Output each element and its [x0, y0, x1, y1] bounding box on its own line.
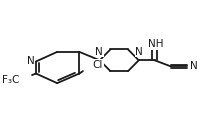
Text: N: N [190, 61, 198, 71]
Text: NH: NH [148, 39, 163, 49]
Text: Cl: Cl [93, 60, 103, 70]
Text: N: N [135, 47, 143, 57]
Text: N: N [95, 47, 103, 57]
Text: F₃C: F₃C [2, 75, 19, 85]
Text: N: N [27, 56, 35, 67]
